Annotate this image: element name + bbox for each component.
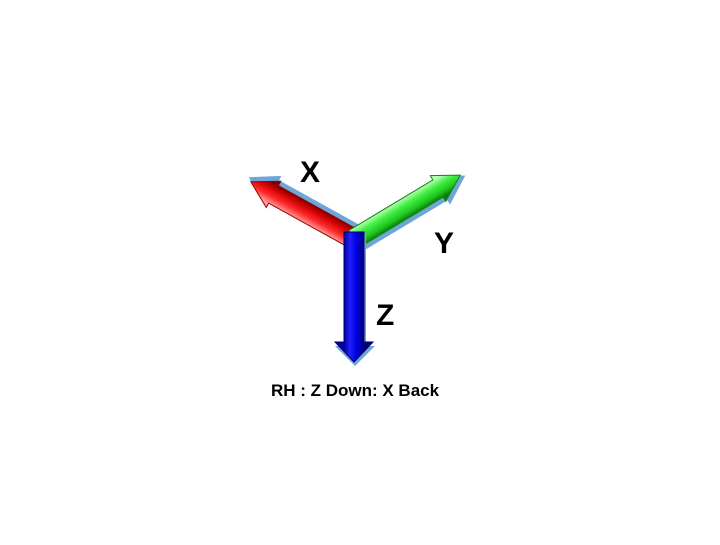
x-axis-arrow	[248, 175, 360, 249]
y-axis-label: Y	[434, 227, 455, 260]
x-axis-label: X	[300, 156, 321, 189]
y-axis-arrow	[348, 174, 466, 251]
z-axis-arrow	[333, 231, 375, 366]
z-axis-label: Z	[376, 299, 395, 332]
diagram-caption: RH : Z Down: X Back	[270, 381, 440, 400]
